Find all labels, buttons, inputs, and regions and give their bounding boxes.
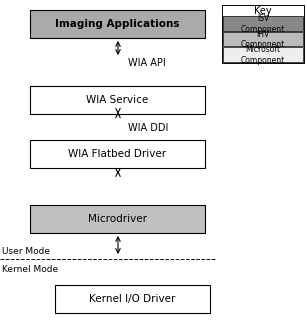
Bar (55, 285, 210, 313)
Text: ISV
Component: ISV Component (241, 14, 285, 33)
Bar (30, 86, 205, 114)
Bar (223, 47, 303, 62)
Text: Key: Key (254, 5, 272, 15)
Text: WIA API: WIA API (128, 58, 166, 68)
Text: WIA DDI: WIA DDI (128, 123, 168, 133)
Bar (30, 140, 205, 168)
Bar (30, 205, 205, 233)
Text: Microdriver: Microdriver (88, 214, 147, 224)
Text: Imaging Applications: Imaging Applications (55, 19, 180, 29)
Bar (222, 5, 304, 63)
Bar (223, 32, 303, 46)
Bar (30, 10, 205, 38)
Bar (223, 16, 303, 31)
Text: WIA Flatbed Driver: WIA Flatbed Driver (68, 149, 167, 159)
Text: User Mode: User Mode (2, 247, 50, 256)
Text: IHV
Component: IHV Component (241, 30, 285, 49)
Text: WIA Service: WIA Service (86, 95, 149, 105)
Text: Kernel I/O Driver: Kernel I/O Driver (89, 294, 176, 304)
Text: Kernel Mode: Kernel Mode (2, 265, 58, 273)
Text: Microsoft
Component: Microsoft Component (241, 46, 285, 65)
